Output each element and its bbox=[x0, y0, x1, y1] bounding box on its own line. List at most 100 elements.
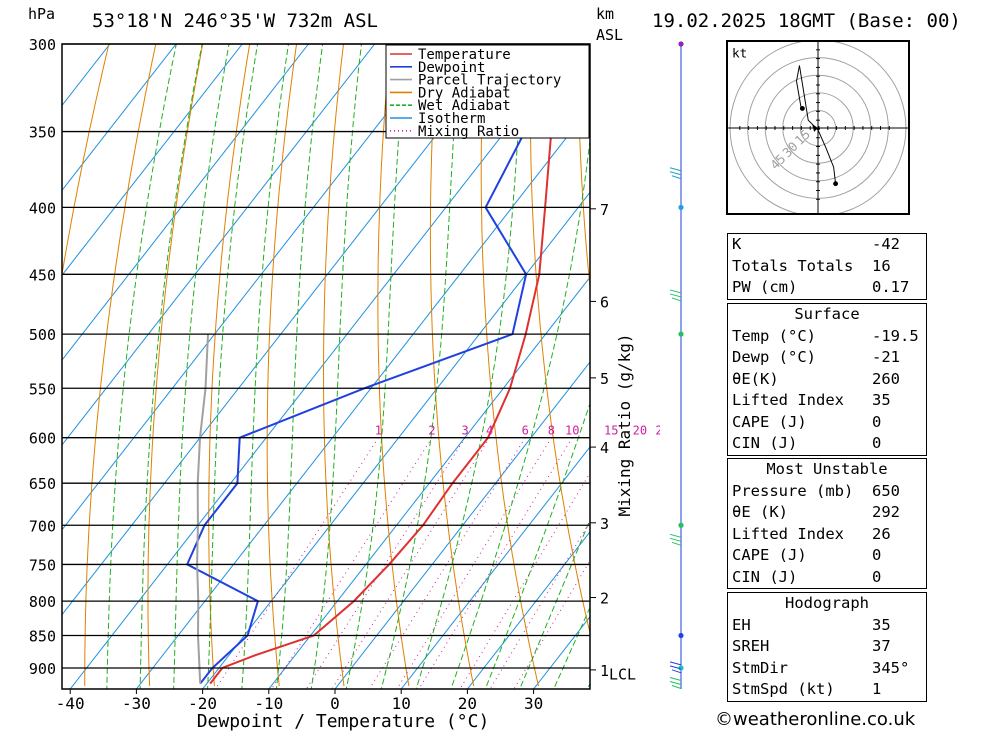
hodograph-value: 345° bbox=[872, 658, 910, 677]
index-label: Totals Totals bbox=[732, 256, 854, 275]
wind-level-dot bbox=[678, 41, 684, 47]
x-tick-label: -10 bbox=[254, 694, 283, 713]
surface-row: Lifted Index 35 bbox=[728, 390, 927, 412]
most-unstable-row: Pressure (mb) 650 bbox=[728, 481, 927, 503]
isotherm bbox=[400, 446, 590, 689]
dry-adiabat bbox=[62, 44, 110, 277]
wind-barb bbox=[669, 533, 682, 546]
series-temperature bbox=[209, 44, 562, 685]
wet-adiabat bbox=[450, 136, 590, 689]
pressure-tick-label: 450 bbox=[29, 266, 56, 284]
legend-label: Temperature bbox=[418, 47, 511, 63]
legend-label: Isotherm bbox=[418, 111, 485, 127]
legend-label: Mixing Ratio bbox=[418, 124, 519, 140]
wet-adiabat bbox=[345, 44, 407, 689]
datetime-title: 19.02.2025 18GMT (Base: 00) bbox=[652, 10, 961, 32]
legend-label: Dry Adiabat bbox=[418, 85, 511, 101]
surface-label: Lifted Index bbox=[732, 391, 844, 409]
series-dewpoint bbox=[185, 44, 555, 685]
wind-barb bbox=[669, 677, 682, 689]
surface-row: Dewp (°C) -21 bbox=[728, 347, 927, 369]
index-row: Totals Totals 16 bbox=[728, 256, 927, 278]
dry-adiabat bbox=[377, 44, 410, 687]
wind-barb bbox=[669, 289, 682, 302]
skewt-chart: 300350400450500550600650700750800850900-… bbox=[29, 36, 660, 732]
mixing-ratio-value: 1 bbox=[375, 424, 382, 438]
surface-title: Surface bbox=[794, 305, 860, 323]
hodograph-row: StmSpd (kt) 1 bbox=[728, 679, 927, 701]
index-row: K -42 bbox=[728, 234, 927, 256]
hodograph-row: SREH 37 bbox=[728, 636, 927, 658]
surface-label: CIN (J) bbox=[732, 434, 798, 452]
isotherm bbox=[533, 615, 590, 689]
wind-level-dot bbox=[678, 665, 684, 671]
most-unstable-label: θE (K) bbox=[732, 503, 788, 521]
isotherm bbox=[62, 44, 309, 361]
mixing-ratio-line bbox=[418, 437, 573, 689]
surface-value: 0 bbox=[872, 412, 882, 431]
hodograph-title: Hodograph bbox=[785, 594, 869, 612]
mixing-ratio-value: 10 bbox=[565, 424, 579, 438]
hodograph-value: 35 bbox=[872, 615, 891, 634]
hodograph-label: StmDir bbox=[732, 658, 788, 677]
wind-level-dot bbox=[678, 632, 684, 639]
mixing-ratio-value: 15 bbox=[604, 424, 618, 438]
isotherm bbox=[334, 361, 590, 689]
isotherm bbox=[202, 191, 590, 689]
pressure-tick-label: 900 bbox=[29, 660, 56, 678]
most-unstable-label: Pressure (mb) bbox=[732, 481, 854, 500]
hodograph-value: 37 bbox=[872, 637, 891, 655]
most-unstable-label: Lifted Index bbox=[732, 524, 844, 543]
surface-row: θE(K) 260 bbox=[728, 369, 927, 391]
most-unstable-label: CAPE (J) bbox=[732, 546, 807, 564]
site-credit[interactable]: ©weatheronline.co.uk bbox=[715, 709, 915, 730]
isotherm bbox=[69, 44, 574, 689]
dry-adiabat bbox=[429, 44, 475, 687]
x-tick-label: -20 bbox=[188, 694, 217, 713]
hodograph-label: StmSpd (kt) bbox=[732, 680, 835, 698]
series-parcel-trajectory bbox=[196, 334, 209, 684]
isotherm bbox=[62, 44, 508, 616]
hodograph-row: StmDir 345° bbox=[728, 658, 927, 680]
wet-adiabat bbox=[484, 401, 590, 689]
pressure-tick-label: 500 bbox=[29, 326, 56, 344]
x-tick-label: -40 bbox=[56, 694, 85, 713]
pressure-unit: hPa bbox=[28, 5, 56, 23]
isotherm bbox=[136, 106, 590, 689]
legend-label: Parcel Trajectory bbox=[418, 73, 561, 89]
hodograph-table: Hodograph EH 35 SREH 37 StmDir 345° StmSpd (kt)… bbox=[727, 592, 927, 702]
dry-adiabat bbox=[480, 44, 539, 687]
most-unstable-title: Most Unstable bbox=[766, 460, 888, 478]
pressure-tick-label: 700 bbox=[29, 517, 56, 535]
mixing-ratio-line bbox=[368, 437, 526, 689]
dry-adiabat bbox=[84, 44, 157, 687]
isotherm bbox=[268, 276, 590, 689]
mixing-ratio-value: 6 bbox=[522, 424, 529, 438]
most-unstable-value: 0 bbox=[872, 567, 882, 586]
surface-label: Dewp (°C) bbox=[732, 348, 816, 366]
hodograph-label: EH bbox=[732, 615, 751, 634]
pressure-tick-label: 850 bbox=[29, 628, 56, 646]
x-tick-label: 0 bbox=[330, 694, 340, 713]
legend-label: Wet Adiabat bbox=[418, 98, 511, 114]
x-tick-label: 20 bbox=[458, 694, 477, 713]
pressure-tick-label: 550 bbox=[29, 380, 56, 398]
hodo-point bbox=[833, 181, 839, 187]
mixing-ratio-value: 20 bbox=[633, 424, 647, 438]
wet-adiabat bbox=[241, 44, 290, 689]
wet-adiabat bbox=[275, 44, 324, 689]
index-value: 16 bbox=[872, 256, 891, 275]
most-unstable-table: Most Unstable Pressure (mb) 650 θE (K) 292 Li… bbox=[727, 458, 927, 589]
indices-table: K -42 Totals Totals 16 PW (cm) 0.17 bbox=[727, 233, 927, 300]
km-label: 3 bbox=[600, 515, 609, 533]
km-label: 2 bbox=[600, 590, 609, 608]
surface-value: -21 bbox=[872, 348, 900, 366]
surface-value: 260 bbox=[872, 369, 900, 388]
surface-row: CAPE (J) 0 bbox=[728, 412, 927, 434]
dry-adiabat bbox=[266, 44, 298, 687]
dry-adiabat bbox=[147, 44, 204, 687]
wet-adiabat bbox=[380, 44, 461, 689]
height-unit-asl: ASL bbox=[596, 26, 624, 44]
